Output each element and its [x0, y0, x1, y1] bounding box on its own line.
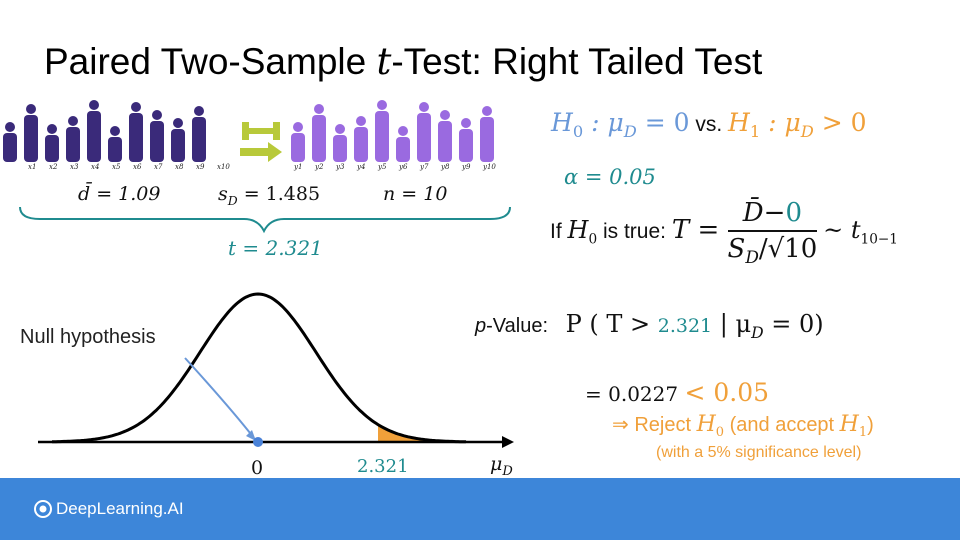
- after-person-icon: [312, 104, 326, 162]
- brand-name: DeepLearning.AI: [56, 499, 184, 518]
- null-hypothesis-label: Null hypothesis: [20, 326, 156, 348]
- after-person-label: y6: [399, 163, 408, 171]
- before-person-icon: [150, 110, 164, 162]
- after-person-label: y7: [420, 163, 429, 171]
- pointer-arrow: [184, 357, 255, 439]
- density-curve: [52, 292, 467, 444]
- before-person-label: x10: [217, 163, 230, 171]
- before-person-label: x3: [70, 163, 79, 171]
- after-person-label: y8: [441, 163, 450, 171]
- brace-icon: [19, 206, 511, 234]
- after-person-label: y4: [357, 163, 366, 171]
- rejection-region: [378, 424, 466, 442]
- after-person-label: y9: [462, 163, 471, 171]
- x-axis-arrow-icon: [502, 436, 514, 448]
- sd-stat: sD = 1.485: [218, 183, 321, 208]
- test-statistic-distribution: If H0 is true: T = D̄−0 SD/√10 ~ t10−1: [550, 198, 898, 268]
- after-person-icon: [438, 110, 452, 162]
- p-value-result: = 0.0227 < 0.05: [585, 378, 770, 407]
- before-person-icon: [192, 106, 206, 162]
- before-person-icon: [171, 118, 185, 162]
- before-person-icon: [129, 102, 143, 162]
- footer-bar: [0, 478, 960, 540]
- after-person-label: y3: [336, 163, 345, 171]
- before-person-icon: [24, 104, 38, 162]
- deeplearning-logo-icon: [34, 500, 52, 518]
- after-person-icon: [480, 106, 494, 162]
- after-person-icon: [354, 116, 368, 162]
- after-person-icon: [333, 124, 347, 162]
- before-person-icon: [108, 126, 122, 162]
- p-value-expression: p-Value: P ( T > 2.321 | μD = 0): [475, 310, 824, 342]
- before-person-icon: [66, 116, 80, 162]
- before-person-icon: [3, 122, 17, 162]
- dumbbell-arrow-icon: [240, 122, 282, 162]
- after-person-label: y5: [378, 163, 387, 171]
- significance-note: (with a 5% significance level): [656, 444, 862, 461]
- t-tick: 2.321: [357, 456, 409, 477]
- null-mean-point: [253, 437, 263, 447]
- reject-conclusion: ⇒ Reject H0 (and accept H1): [612, 412, 874, 440]
- before-person-label: x9: [196, 163, 205, 171]
- after-person-icon: [417, 102, 431, 162]
- after-person-label: y1: [294, 163, 303, 171]
- dbar-stat: d̄ = 1.09: [78, 183, 161, 205]
- after-person-icon: [459, 118, 473, 162]
- before-person-label: x1: [28, 163, 37, 171]
- before-person-label: x8: [175, 163, 184, 171]
- people-before-figure: [3, 100, 206, 162]
- before-person-icon: [87, 100, 101, 162]
- before-person-label: x4: [91, 163, 100, 171]
- after-person-icon: [396, 126, 410, 162]
- before-person-label: x6: [133, 163, 142, 171]
- after-person-icon: [291, 122, 305, 162]
- null-distribution-plot: Null hypothesis 0 2.321 μD: [20, 292, 514, 479]
- before-person-icon: [45, 124, 59, 162]
- hypotheses: H0 : μD = 0 vs. H1 : μD > 0: [551, 108, 867, 141]
- before-person-label: x5: [112, 163, 121, 171]
- alpha-level: α = 0.05: [564, 165, 656, 189]
- after-person-label: y2: [315, 163, 324, 171]
- after-person-icon: [375, 100, 389, 162]
- t-statistic: t = 2.321: [228, 236, 323, 260]
- after-person-label: y10: [483, 163, 496, 171]
- n-stat: n = 10: [383, 183, 448, 205]
- zero-tick: 0: [251, 457, 263, 479]
- before-person-label: x2: [49, 163, 58, 171]
- page-title: Paired Two-Sample t-Test: Right Tailed T…: [44, 40, 763, 83]
- before-person-label: x7: [154, 163, 163, 171]
- axis-label: μD: [490, 453, 513, 479]
- people-after-figure: [291, 100, 494, 162]
- pointer-arrow-head-icon: [246, 430, 256, 441]
